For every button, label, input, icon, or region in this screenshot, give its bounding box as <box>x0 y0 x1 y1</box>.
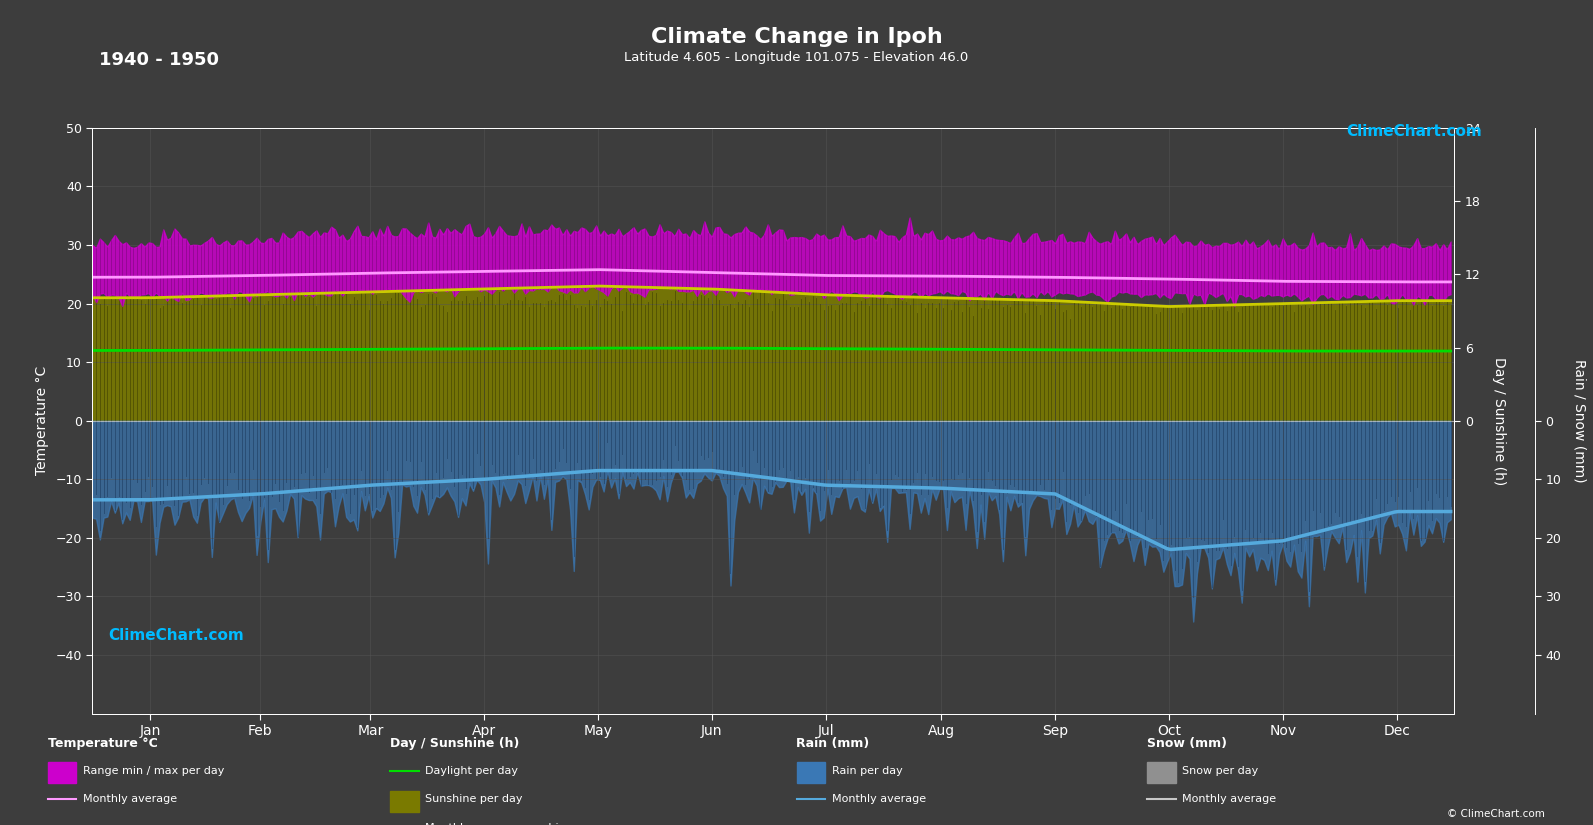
Text: Range min / max per day: Range min / max per day <box>83 766 225 776</box>
Text: © ClimeChart.com: © ClimeChart.com <box>1448 808 1545 818</box>
Text: ClimeChart.com: ClimeChart.com <box>108 628 244 643</box>
Text: Monthly average: Monthly average <box>832 794 926 804</box>
Bar <box>390 791 419 812</box>
Text: Rain (mm): Rain (mm) <box>796 738 870 750</box>
Y-axis label: Day / Sunshine (h): Day / Sunshine (h) <box>1491 356 1505 485</box>
Text: ClimeChart.com: ClimeChart.com <box>1346 125 1481 139</box>
Text: Monthly average sunshine: Monthly average sunshine <box>425 823 573 825</box>
Bar <box>796 762 825 783</box>
Text: Rain per day: Rain per day <box>832 766 902 776</box>
Bar <box>48 762 76 783</box>
Text: Climate Change in Ipoh: Climate Change in Ipoh <box>650 27 943 47</box>
Text: Snow per day: Snow per day <box>1182 766 1258 776</box>
Text: Latitude 4.605 - Longitude 101.075 - Elevation 46.0: Latitude 4.605 - Longitude 101.075 - Ele… <box>624 51 969 64</box>
Text: Monthly average: Monthly average <box>1182 794 1276 804</box>
Text: Snow (mm): Snow (mm) <box>1147 738 1227 750</box>
Text: Monthly average: Monthly average <box>83 794 177 804</box>
Text: Day / Sunshine (h): Day / Sunshine (h) <box>390 738 519 750</box>
Text: 1940 - 1950: 1940 - 1950 <box>99 51 218 69</box>
Text: Temperature °C: Temperature °C <box>48 738 158 750</box>
Text: Sunshine per day: Sunshine per day <box>425 794 523 804</box>
Y-axis label: Temperature °C: Temperature °C <box>35 366 49 475</box>
Bar <box>1147 762 1176 783</box>
Y-axis label: Rain / Snow (mm): Rain / Snow (mm) <box>1572 359 1587 483</box>
Text: Daylight per day: Daylight per day <box>425 766 518 776</box>
